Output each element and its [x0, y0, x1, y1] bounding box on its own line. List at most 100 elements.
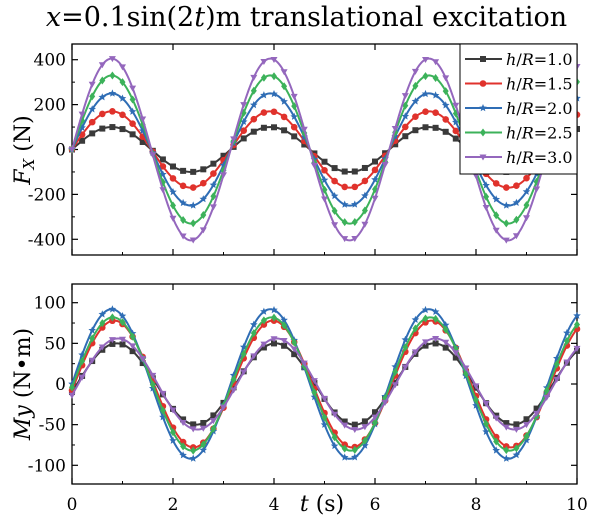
- bottom-marker-hr25: [513, 444, 520, 453]
- top-marker-hr15: [109, 108, 116, 115]
- top-marker-hr30: [361, 221, 369, 228]
- bottom-marker-hr25: [281, 321, 288, 330]
- top-marker-hr25: [260, 73, 267, 82]
- bottom-marker-hr10: [503, 420, 510, 427]
- bottom-marker-hr10: [533, 405, 540, 412]
- top-marker-hr10: [361, 164, 368, 171]
- bottom-marker-hr30: [98, 344, 106, 351]
- top-marker-hr20: [108, 89, 117, 97]
- top-marker-hr10: [392, 141, 399, 148]
- top-marker-hr15: [119, 111, 126, 119]
- bottom-marker-hr25: [402, 343, 409, 352]
- top-ytick-label: -400: [28, 230, 66, 250]
- top-marker-hr10: [180, 167, 187, 174]
- bottom-marker-hr20: [351, 453, 359, 461]
- top-y-label-var: F: [11, 169, 36, 186]
- top-marker-hr30: [270, 57, 278, 64]
- top-marker-hr15: [179, 182, 187, 190]
- top-marker-hr10: [271, 124, 277, 131]
- top-marker-hr30: [523, 215, 530, 222]
- bottom-marker-hr10: [119, 341, 126, 348]
- top-marker-hr30: [88, 81, 96, 88]
- top-marker-hr20: [98, 93, 107, 101]
- top-marker-hr30: [68, 147, 76, 153]
- bottom-ytick-label: 50: [44, 334, 66, 354]
- top-ytick-label: 200: [34, 96, 66, 116]
- top-marker-hr25: [109, 71, 116, 80]
- bottom-marker-hr20: [421, 305, 430, 314]
- bottom-marker-hr25: [99, 319, 106, 328]
- top-marker-hr30: [371, 195, 379, 202]
- top-y-label-sub: X: [20, 157, 38, 170]
- top-marker-hr15: [250, 115, 258, 123]
- top-marker-hr30: [310, 162, 318, 169]
- bottom-marker-hr20: [340, 453, 349, 461]
- bottom-ytick-label: -50: [39, 416, 66, 436]
- bottom-marker-hr10: [200, 419, 207, 426]
- top-marker-hr20: [118, 94, 127, 102]
- bottom-series-line-hr20: [72, 308, 577, 460]
- top-marker-hr10: [240, 135, 247, 142]
- top-marker-hr25: [503, 219, 510, 228]
- top-ytick-label: 0: [55, 141, 66, 161]
- legend-marker: [479, 154, 487, 161]
- legend-label: h/R=3.0: [506, 148, 573, 167]
- xtick-label: 2: [168, 495, 179, 515]
- top-marker-hr25: [361, 206, 368, 215]
- top-marker-hr20: [351, 200, 359, 208]
- top-marker-hr15: [371, 166, 379, 174]
- top-marker-hr15: [260, 109, 268, 116]
- bottom-marker-hr30: [189, 426, 197, 433]
- bottom-marker-hr10: [271, 340, 277, 347]
- top-marker-hr25: [412, 81, 419, 90]
- bottom-marker-hr25: [260, 316, 267, 325]
- top-marker-hr10: [321, 158, 328, 165]
- top-marker-hr10: [170, 163, 176, 170]
- bottom-marker-hr20: [512, 450, 521, 459]
- top-marker-hr30: [250, 74, 258, 81]
- top-marker-hr20: [452, 118, 460, 126]
- bottom-marker-hr25: [493, 437, 500, 446]
- top-marker-hr10: [281, 127, 288, 134]
- bottom-marker-hr25: [392, 367, 399, 376]
- legend-marker: [479, 80, 487, 87]
- bottom-marker-hr25: [372, 418, 378, 427]
- top-marker-hr30: [401, 93, 409, 100]
- top-ytick-label: 400: [34, 51, 66, 71]
- xtick-label: 6: [370, 495, 381, 515]
- bottom-marker-hr30: [139, 356, 147, 363]
- top-marker-hr25: [119, 78, 126, 87]
- bottom-marker-hr25: [331, 433, 338, 442]
- top-marker-hr15: [492, 180, 500, 187]
- top-marker-hr30: [139, 116, 147, 123]
- top-marker-hr30: [391, 125, 399, 132]
- xtick-label: 8: [471, 495, 482, 515]
- top-marker-hr20: [482, 181, 490, 189]
- top-marker-hr30: [98, 62, 106, 69]
- bottom-marker-hr30: [240, 369, 248, 376]
- bottom-marker-hr20: [159, 413, 167, 421]
- bottom-marker-hr25: [129, 332, 136, 341]
- bottom-marker-hr25: [170, 428, 176, 437]
- top-marker-hr25: [180, 215, 187, 224]
- bottom-marker-hr10: [109, 340, 116, 347]
- top-marker-hr10: [452, 135, 459, 142]
- top-marker-hr30: [108, 56, 116, 63]
- top-marker-hr10: [301, 141, 308, 148]
- bottom-marker-hr25: [311, 388, 318, 397]
- top-marker-hr20: [502, 201, 511, 209]
- top-marker-hr25: [129, 95, 136, 104]
- top-marker-hr15: [361, 177, 369, 185]
- top-marker-hr30: [189, 237, 197, 244]
- top-marker-hr25: [291, 102, 298, 111]
- bottom-marker-hr10: [361, 418, 368, 425]
- top-marker-hr20: [179, 198, 187, 207]
- top-marker-hr15: [189, 184, 197, 191]
- top-marker-hr10: [99, 125, 106, 132]
- top-marker-hr15: [351, 183, 359, 191]
- bottom-marker-hr25: [563, 337, 570, 346]
- bottom-marker-hr20: [431, 307, 440, 316]
- top-marker-hr30: [169, 215, 177, 222]
- top-marker-hr10: [210, 160, 217, 167]
- bottom-marker-hr30: [533, 410, 541, 417]
